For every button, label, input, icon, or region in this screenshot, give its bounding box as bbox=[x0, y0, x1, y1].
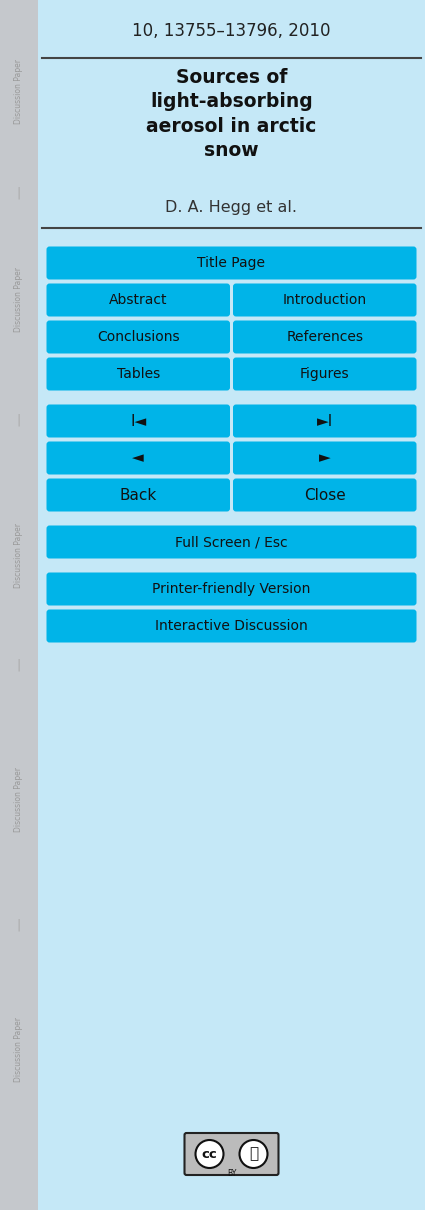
Text: |: | bbox=[17, 658, 21, 672]
Text: Discussion Paper: Discussion Paper bbox=[14, 523, 23, 588]
Text: ►I: ►I bbox=[317, 414, 333, 428]
Text: Close: Close bbox=[304, 488, 346, 502]
FancyBboxPatch shape bbox=[233, 357, 416, 391]
FancyBboxPatch shape bbox=[46, 357, 230, 391]
FancyBboxPatch shape bbox=[233, 404, 416, 438]
Text: Discussion Paper: Discussion Paper bbox=[14, 267, 23, 333]
FancyBboxPatch shape bbox=[184, 1133, 278, 1175]
Text: Discussion Paper: Discussion Paper bbox=[14, 59, 23, 125]
FancyBboxPatch shape bbox=[46, 442, 230, 474]
Text: Tables: Tables bbox=[116, 367, 160, 381]
Text: 10, 13755–13796, 2010: 10, 13755–13796, 2010 bbox=[132, 22, 331, 40]
Text: Full Screen / Esc: Full Screen / Esc bbox=[175, 535, 288, 549]
Text: Abstract: Abstract bbox=[109, 293, 167, 307]
Text: Discussion Paper: Discussion Paper bbox=[14, 767, 23, 832]
Text: Back: Back bbox=[119, 488, 157, 502]
FancyBboxPatch shape bbox=[46, 478, 230, 512]
FancyBboxPatch shape bbox=[233, 478, 416, 512]
Text: Conclusions: Conclusions bbox=[97, 330, 179, 344]
Text: References: References bbox=[286, 330, 363, 344]
Text: cc: cc bbox=[201, 1147, 217, 1160]
Circle shape bbox=[196, 1140, 224, 1168]
Text: |: | bbox=[17, 918, 21, 932]
Text: Sources of
light-absorbing
aerosol in arctic
snow: Sources of light-absorbing aerosol in ar… bbox=[146, 68, 317, 160]
FancyBboxPatch shape bbox=[46, 404, 230, 438]
FancyBboxPatch shape bbox=[46, 321, 230, 353]
FancyBboxPatch shape bbox=[233, 442, 416, 474]
FancyBboxPatch shape bbox=[46, 525, 416, 559]
FancyBboxPatch shape bbox=[46, 247, 416, 280]
FancyBboxPatch shape bbox=[46, 283, 230, 317]
Text: BY: BY bbox=[227, 1169, 236, 1179]
FancyBboxPatch shape bbox=[46, 610, 416, 643]
Text: Printer-friendly Version: Printer-friendly Version bbox=[152, 582, 311, 597]
Text: |: | bbox=[17, 186, 21, 200]
Text: ►: ► bbox=[319, 450, 331, 466]
FancyBboxPatch shape bbox=[233, 321, 416, 353]
FancyBboxPatch shape bbox=[46, 572, 416, 605]
Text: I◄: I◄ bbox=[130, 414, 146, 428]
Text: Figures: Figures bbox=[300, 367, 349, 381]
Text: Interactive Discussion: Interactive Discussion bbox=[155, 620, 308, 633]
Text: ⓘ: ⓘ bbox=[249, 1147, 258, 1162]
Text: Discussion Paper: Discussion Paper bbox=[14, 1018, 23, 1083]
Text: |: | bbox=[17, 414, 21, 426]
Text: D. A. Hegg et al.: D. A. Hegg et al. bbox=[165, 200, 298, 215]
Text: Title Page: Title Page bbox=[198, 257, 266, 270]
Circle shape bbox=[240, 1140, 267, 1168]
FancyBboxPatch shape bbox=[233, 283, 416, 317]
Text: ◄: ◄ bbox=[132, 450, 144, 466]
Text: Introduction: Introduction bbox=[283, 293, 367, 307]
Bar bbox=[0, 0, 38, 1210]
